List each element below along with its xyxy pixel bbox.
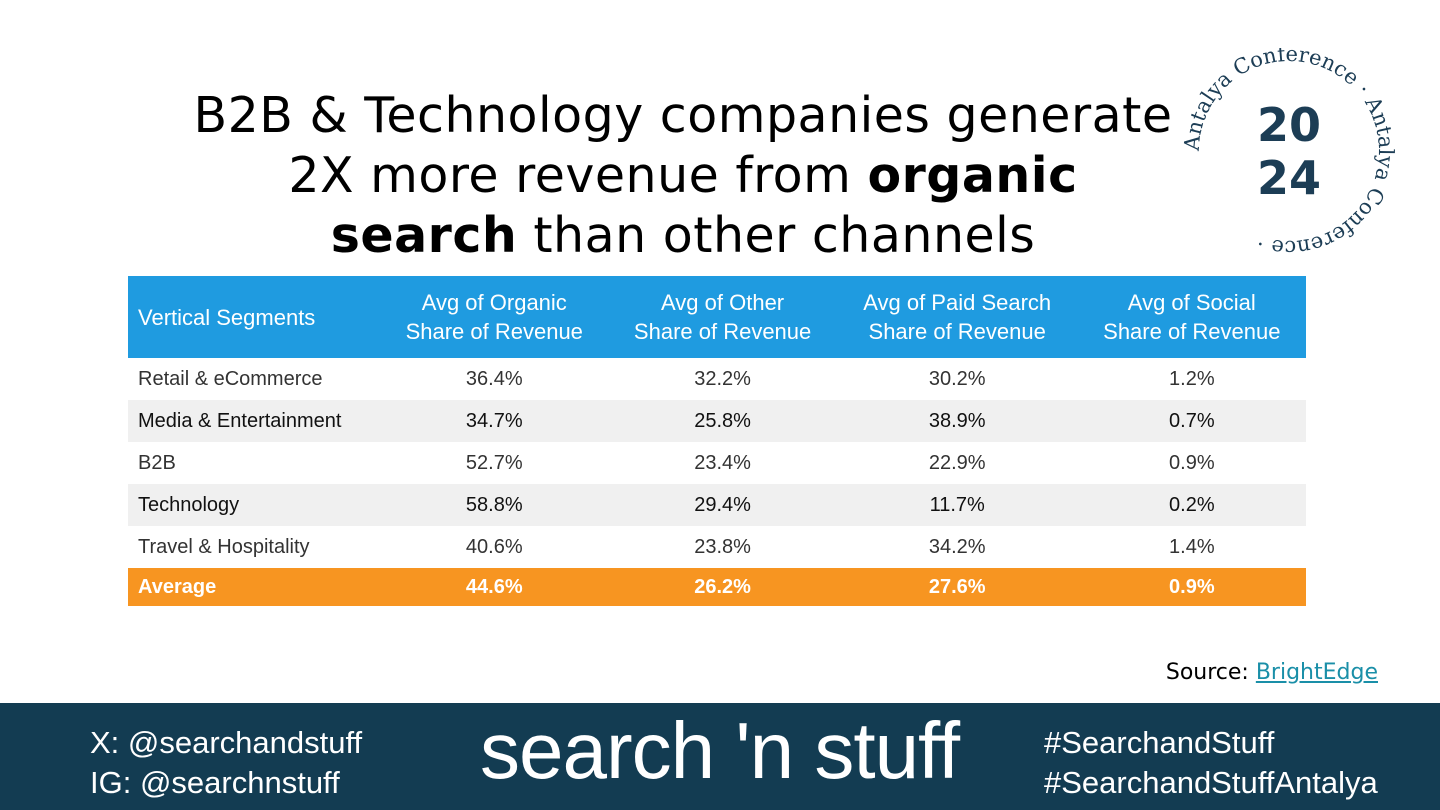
- organic-value: 36.4%: [465, 367, 523, 390]
- other-value: 23.4%: [694, 451, 751, 474]
- paid-search-value: 27.6%: [836, 568, 1078, 606]
- title-line-1: B2B & Technology companies generate: [193, 87, 1173, 144]
- segment-name: B2B: [138, 451, 176, 474]
- title-line-2: 2X more revenue from organic: [170, 146, 1196, 206]
- paid-search-value: 22.9%: [928, 451, 986, 474]
- x-handle: X: @searchandstuff: [90, 725, 363, 760]
- header-paid-search: Avg of Paid Search Share of Revenue: [836, 276, 1078, 358]
- table-row: Retail & eCommerce 36.4% 32.2% 30.2% 1.2…: [128, 358, 1306, 400]
- header-other: Avg of Other Share of Revenue: [608, 276, 837, 358]
- header-label: Share of Revenue: [1103, 319, 1281, 344]
- footer-bar: X: @searchandstuff IG: @searchnstuff sea…: [0, 703, 1440, 810]
- hashtag-primary: #SearchandStuff: [1044, 725, 1275, 760]
- hashtag-event: #SearchandStuffAntalya: [1044, 765, 1378, 800]
- header-label: Avg of Social: [1127, 290, 1256, 315]
- title-line-3: search than other channels: [170, 206, 1196, 266]
- paid-search-value: 30.2%: [928, 367, 986, 390]
- social-handles: X: @searchandstuff IG: @searchnstuff: [90, 723, 362, 803]
- source-label: Source:: [1165, 660, 1256, 685]
- other-value: 26.2%: [608, 568, 837, 606]
- organic-value: 44.6%: [380, 568, 609, 606]
- average-row: Average 44.6% 26.2% 27.6% 0.9%: [128, 568, 1306, 606]
- social-value: 0.2%: [1077, 484, 1306, 526]
- header-label: Avg of Paid Search: [863, 290, 1052, 315]
- title-line-2-text: 2X more revenue from: [288, 147, 868, 204]
- header-label: Vertical Segments: [138, 304, 316, 330]
- header-social: Avg of Social Share of Revenue: [1077, 276, 1306, 358]
- ig-handle: IG: @searchnstuff: [90, 765, 340, 800]
- table-row: B2B 52.7% 23.4% 22.9% 0.9%: [128, 442, 1306, 484]
- header-label: Avg of Other: [661, 290, 785, 315]
- segment-name: Media & Entertainment: [128, 400, 381, 442]
- paid-search-value: 34.2%: [928, 535, 986, 558]
- organic-value: 34.7%: [380, 400, 609, 442]
- revenue-share-table: Vertical Segments Avg of Organic Share of…: [128, 276, 1306, 606]
- header-organic: Avg of Organic Share of Revenue: [380, 276, 609, 358]
- organic-value: 52.7%: [465, 451, 523, 474]
- table-row: Travel & Hospitality 40.6% 23.8% 34.2% 1…: [128, 526, 1306, 568]
- seal-year-bottom: 24: [1257, 151, 1321, 205]
- header-label: Share of Revenue: [633, 319, 812, 344]
- other-value: 32.2%: [694, 367, 751, 390]
- segment-name: Technology: [128, 484, 381, 526]
- table-row: Media & Entertainment 34.7% 25.8% 38.9% …: [128, 400, 1306, 442]
- brand-logo: search 'n stuff: [480, 706, 960, 795]
- title-emphasis-organic: organic: [867, 147, 1078, 204]
- header-label: Share of Revenue: [405, 319, 583, 344]
- other-value: 29.4%: [608, 484, 837, 526]
- table-row: Technology 58.8% 29.4% 11.7% 0.2%: [128, 484, 1306, 526]
- title-line-3-text: than other channels: [517, 207, 1036, 264]
- header-label: Share of Revenue: [868, 319, 1046, 344]
- conference-seal-logo: Antalya Conference · Antalya Conference …: [1180, 48, 1398, 254]
- title-emphasis-search: search: [330, 207, 518, 264]
- paid-search-value: 38.9%: [836, 400, 1078, 442]
- paid-search-value: 11.7%: [836, 484, 1078, 526]
- source-citation: Source: BrightEdge: [1166, 660, 1378, 685]
- social-value: 1.4%: [1169, 535, 1215, 558]
- seal-year-top: 20: [1257, 98, 1321, 152]
- other-value: 25.8%: [608, 400, 837, 442]
- segment-name: Travel & Hospitality: [138, 535, 310, 558]
- organic-value: 58.8%: [380, 484, 609, 526]
- header-label: Avg of Organic: [421, 290, 567, 315]
- social-value: 0.9%: [1077, 568, 1306, 606]
- source-link[interactable]: BrightEdge: [1255, 660, 1378, 685]
- segment-name: Retail & eCommerce: [138, 367, 323, 390]
- segment-name: Average: [128, 568, 381, 606]
- hashtags: #SearchandStuff #SearchandStuffAntalya: [1044, 723, 1378, 803]
- header-vertical-segments: Vertical Segments: [128, 276, 381, 358]
- social-value: 0.9%: [1169, 451, 1215, 474]
- social-value: 1.2%: [1169, 367, 1215, 390]
- table-header-row: Vertical Segments Avg of Organic Share of…: [128, 276, 1306, 358]
- social-value: 0.7%: [1077, 400, 1306, 442]
- other-value: 23.8%: [694, 535, 751, 558]
- slide-title: B2B & Technology companies generate 2X m…: [170, 86, 1196, 266]
- organic-value: 40.6%: [465, 535, 523, 558]
